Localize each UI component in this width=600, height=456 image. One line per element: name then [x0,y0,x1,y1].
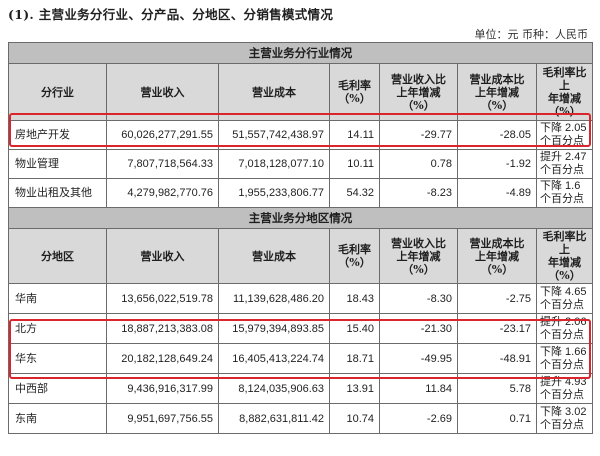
row-label: 东南 [8,403,107,434]
section-title: 主营业务分地区情况 [7,207,594,229]
revenue-change-cell: 11.84 [379,373,458,404]
column-header-row: 分行业 营业收入 营业成本 毛利率 （%） 营业收入比 上年增减 （%） 营业成本比 上年… [8,63,594,121]
cost-cell: 51,557,742,438.97 [218,120,330,150]
column-header: 毛利率 （%） [329,63,380,121]
gross-margin-cell: 14.11 [329,120,380,150]
column-header: 分地区 [8,228,107,284]
table-row: 物业出租及其他 4,279,982,770.76 1,955,233,806.77 5… [8,178,594,208]
column-header: 分行业 [8,63,107,121]
cost-cell: 1,955,233,806.77 [218,178,330,208]
revenue-change-cell: -8.23 [379,178,458,208]
cost-change-cell: -23.17 [457,313,537,344]
cost-change-cell: 0.71 [457,403,537,434]
column-header: 毛利率比上 年增减（%） [535,228,594,284]
margin-change-cell: 提升 4.93 个百分点 [535,373,594,404]
cost-cell: 11,139,628,486.20 [218,283,330,314]
gross-margin-cell: 54.32 [329,178,380,208]
margin-change-cell: 下降 1.66 个百分点 [535,343,594,374]
section-title-row-region: 主营业务分地区情况 [7,207,594,229]
table-row: 中西部 9,436,916,317.99 8,124,035,906.63 13.91… [8,373,594,404]
revenue-change-cell: -2.69 [379,403,458,434]
revenue-cell: 4,279,982,770.76 [106,178,219,208]
revenue-cell: 60,026,277,291.55 [106,120,219,150]
table-row: 物业管理 7,807,718,564.33 7,018,128,077.10 10.1… [8,149,594,179]
revenue-change-cell: -21.30 [379,313,458,344]
gross-margin-cell: 15.40 [329,313,380,344]
unit-currency-note: 单位：元 币种：人民币 [474,28,589,41]
cost-change-cell: 5.78 [457,373,537,404]
column-header: 营业收入 [106,63,219,121]
column-header: 营业成本 [218,228,330,284]
revenue-cell: 9,951,697,756.55 [106,403,219,434]
row-label: 房地产开发 [8,120,107,150]
column-header: 营业收入 [106,228,219,284]
cost-change-cell: -4.89 [457,178,537,208]
cost-change-cell: -28.05 [457,120,537,150]
margin-change-cell: 提升 2.47 个百分点 [535,149,594,179]
table-row: 东南 9,951,697,756.55 8,882,631,811.42 10.74-… [8,403,594,434]
gross-margin-cell: 13.91 [329,373,380,404]
cost-cell: 16,405,413,224.74 [218,343,330,374]
margin-change-cell: 下降 4.65 个百分点 [535,283,594,314]
cost-change-cell: -48.91 [457,343,537,374]
cost-cell: 15,979,394,893.85 [218,313,330,344]
margin-change-cell: 提升 2.06 个百分点 [535,313,594,344]
revenue-change-cell: 0.78 [379,149,458,179]
revenue-cell: 18,887,213,383.08 [106,313,219,344]
table-row: 华东 20,182,128,649.24 16,405,413,224.74 18.7… [8,343,594,374]
gross-margin-cell: 10.11 [329,149,380,179]
table-row: 北方 18,887,213,383.08 15,979,394,893.85 15.4… [8,313,594,344]
gross-margin-cell: 18.71 [329,343,380,374]
revenue-cell: 9,436,916,317.99 [106,373,219,404]
row-label: 华东 [8,343,107,374]
gross-margin-cell: 18.43 [329,283,380,314]
cost-cell: 8,882,631,811.42 [218,403,330,434]
cost-change-cell: -1.92 [457,149,537,179]
column-header-row: 分地区 营业收入 营业成本 毛利率 （%） 营业收入比 上年增减 （%） 营业成本比 上年… [8,228,594,284]
column-header: 营业成本比 上年增减 （%） [457,63,537,121]
column-header: 营业收入比 上年增减 （%） [379,63,458,121]
revenue-change-cell: -8.30 [379,283,458,314]
column-header: 营业收入比 上年增减 （%） [379,228,458,284]
main-business-table: 主营业务分行业情况 分行业 营业收入 营业成本 毛利率 （%） 营业收入比 上年增减 （%… [7,42,594,434]
row-label: 北方 [8,313,107,344]
margin-change-cell: 下降 2.05 个百分点 [535,120,594,150]
margin-change-cell: 下降 1.6 个百分点 [535,178,594,208]
margin-change-cell: 下降 3.02 个百分点 [535,403,594,434]
row-label: 中西部 [8,373,107,404]
row-label: 物业管理 [8,149,107,179]
section-heading: (1). 主营业务分行业、分产品、分地区、分销售模式情况 [8,7,334,22]
column-header: 营业成本 [218,63,330,121]
revenue-change-cell: -29.77 [379,120,458,150]
cost-cell: 8,124,035,906.63 [218,373,330,404]
column-header: 毛利率 （%） [329,228,380,284]
section-title: 主营业务分行业情况 [7,42,594,64]
revenue-cell: 20,182,128,649.24 [106,343,219,374]
column-header: 毛利率比上 年增减（%） [535,63,594,121]
cost-change-cell: -2.75 [457,283,537,314]
column-header: 营业成本比 上年增减 （%） [457,228,537,284]
gross-margin-cell: 10.74 [329,403,380,434]
table-row: 房地产开发 60,026,277,291.55 51,557,742,438.97 1… [8,120,594,150]
row-label: 华南 [8,283,107,314]
revenue-cell: 7,807,718,564.33 [106,149,219,179]
section-title-row-industry: 主营业务分行业情况 [7,42,594,64]
table-row: 华南 13,656,022,519.78 11,139,628,486.20 18.4… [8,283,594,314]
revenue-cell: 13,656,022,519.78 [106,283,219,314]
row-label: 物业出租及其他 [8,178,107,208]
revenue-change-cell: -49.95 [379,343,458,374]
cost-cell: 7,018,128,077.10 [218,149,330,179]
